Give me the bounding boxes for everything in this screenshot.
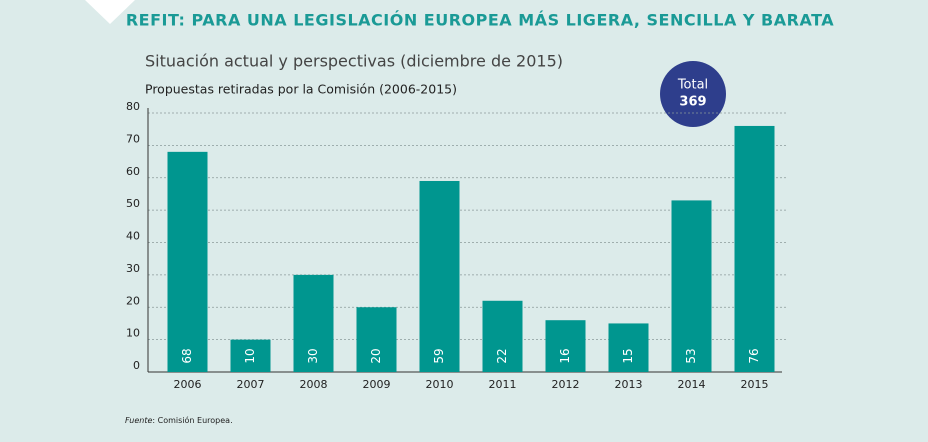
x-tick-label: 2012 [552, 378, 580, 391]
y-axis-label: Propuestas retiradas por la Comisión (20… [145, 82, 457, 97]
chart-title: Situación actual y perspectivas (diciemb… [145, 52, 563, 71]
bar [671, 200, 712, 372]
x-tick-label: 2007 [237, 378, 265, 391]
y-tick-label: 60 [126, 165, 140, 178]
source: Fuente: Comisión Europea. [125, 415, 233, 425]
value-label: 15 [621, 348, 635, 363]
y-tick-label: 0 [133, 359, 140, 372]
x-tick-label: 2010 [426, 378, 454, 391]
value-label: 22 [495, 348, 509, 363]
bar [293, 274, 334, 372]
x-tick-label: 2008 [300, 378, 328, 391]
source-label: Fuente [125, 416, 152, 425]
value-label: 59 [432, 348, 446, 363]
y-tick-label: 30 [126, 262, 140, 275]
value-label: 53 [684, 348, 698, 363]
total-label: Total [677, 78, 708, 93]
bar [734, 125, 775, 372]
bar [167, 151, 208, 372]
x-tick-label: 2011 [489, 378, 517, 391]
bar [608, 323, 649, 372]
y-tick-label: 80 [126, 100, 140, 113]
header: REFIT: PARA UNA LEGISLACIÓN EUROPEA MÁS … [126, 11, 834, 30]
x-tick-label: 2013 [615, 378, 643, 391]
bar [545, 320, 586, 372]
x-tick-label: 2015 [741, 378, 769, 391]
value-label: 30 [306, 348, 320, 363]
value-label: 20 [369, 348, 383, 363]
bar [230, 339, 271, 372]
total-value: 369 [679, 95, 706, 110]
value-label: 76 [747, 348, 761, 363]
value-label: 10 [243, 348, 257, 363]
value-label: 16 [558, 348, 572, 363]
y-tick-label: 40 [126, 230, 140, 243]
y-tick-label: 20 [126, 294, 140, 307]
x-tick-label: 2014 [678, 378, 706, 391]
y-tick-label: 50 [126, 197, 140, 210]
value-label: 68 [180, 348, 194, 363]
total-badge [660, 61, 726, 127]
corner-shape [85, 0, 135, 24]
y-tick-label: 10 [126, 327, 140, 340]
bar [356, 307, 397, 372]
bar [482, 300, 523, 372]
x-tick-label: 2009 [363, 378, 391, 391]
source-text: : Comisión Europea. [152, 415, 232, 425]
y-tick-label: 70 [126, 132, 140, 145]
x-tick-label: 2006 [174, 378, 202, 391]
bar [419, 180, 460, 372]
